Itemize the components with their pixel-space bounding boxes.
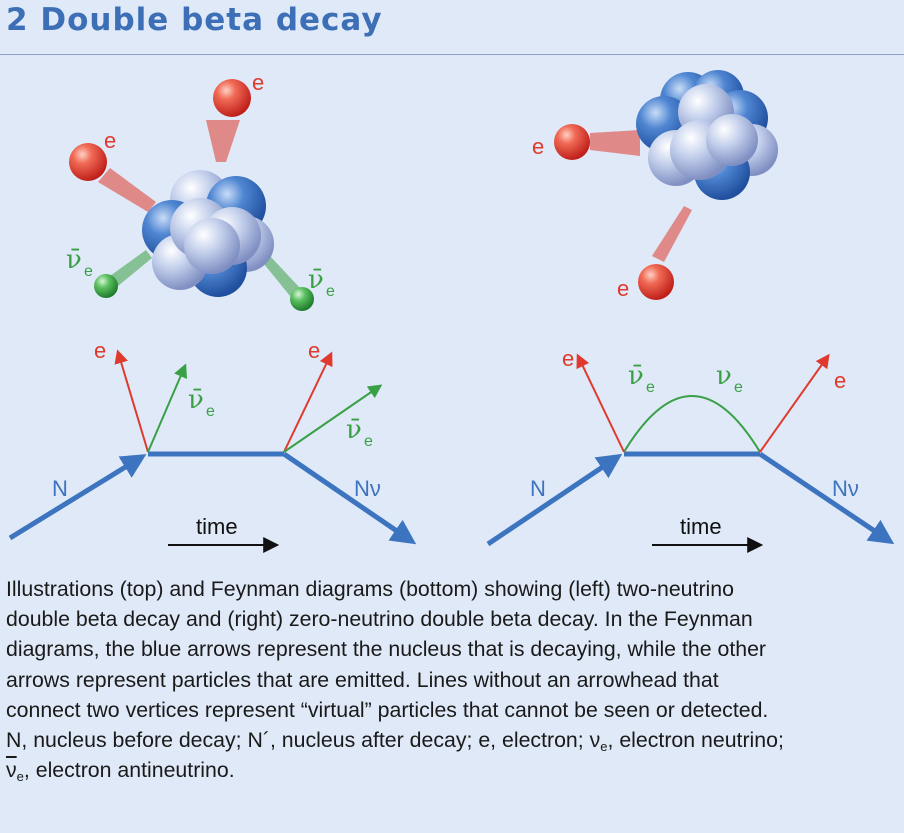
caption-subscript: e bbox=[16, 769, 24, 785]
antineutrino-subscript: e bbox=[206, 403, 215, 420]
neutrino-subscript: e bbox=[734, 379, 743, 396]
nucleus-out-label: Nν bbox=[832, 476, 859, 501]
caption-line: N, nucleus before decay; N´, nucleus aft… bbox=[6, 725, 901, 755]
nucleus-in-arrow bbox=[486, 453, 623, 547]
antineutrino-subscript: e bbox=[364, 433, 373, 450]
antineutrino-subscript: e bbox=[326, 283, 335, 300]
electron-label: e bbox=[562, 346, 574, 371]
time-label: time bbox=[680, 514, 722, 539]
antineutrino-arrow bbox=[147, 363, 188, 453]
electron-label: e bbox=[834, 368, 846, 393]
caption-text: , electron antineutrino. bbox=[23, 758, 235, 783]
nucleus-cluster-left bbox=[142, 170, 274, 297]
electron-label: e bbox=[617, 276, 629, 301]
nucleus-in-label: N bbox=[52, 476, 68, 501]
neutrino-trail-left bbox=[110, 250, 152, 286]
nucleus-in-label: N bbox=[530, 476, 546, 501]
header: 2 Double beta decay bbox=[0, 0, 904, 55]
caption-line: connect two vertices represent “virtual”… bbox=[6, 697, 769, 722]
caption-subscript: e bbox=[600, 739, 608, 755]
nucleus-out-label: Nν bbox=[354, 476, 381, 501]
electron-ball-bottom bbox=[638, 264, 674, 300]
antineutrino-label: ν̄ bbox=[188, 385, 204, 415]
electron-label: e bbox=[94, 338, 106, 363]
caption-line: diagrams, the blue arrows represent the … bbox=[6, 637, 767, 662]
caption-line: Illustrations (top) and Feynman diagrams… bbox=[6, 577, 734, 601]
antineutrino-arrow bbox=[283, 384, 383, 453]
electron-arrow bbox=[759, 353, 830, 453]
page-title: 2 Double beta decay bbox=[6, 2, 383, 38]
diagram-canvas: e e ν̄ e ν̄ e e e bbox=[8, 70, 895, 553]
time-label: time bbox=[196, 514, 238, 539]
electron-arrow bbox=[114, 349, 149, 453]
illustration-two-neutrino: e e ν̄ e ν̄ e bbox=[66, 70, 335, 311]
antineutrino-label: ν̄ bbox=[66, 245, 82, 275]
electron-label: e bbox=[308, 338, 320, 363]
caption-line: νe, electron antineutrino. bbox=[6, 755, 901, 785]
caption-text: N, nucleus before decay; N´, nucleus aft… bbox=[6, 728, 601, 753]
feynman-zero-neutrino: e e ν̄ e ν e N Nν time bbox=[486, 346, 895, 553]
electron-arrow bbox=[576, 353, 625, 453]
antineutrino-subscript: e bbox=[84, 263, 93, 280]
antineutrino-subscript: e bbox=[646, 379, 655, 396]
electron-trail-left bbox=[98, 168, 156, 212]
antineutrino-label: ν̄ bbox=[628, 361, 644, 391]
antineutrino-symbol: ν bbox=[6, 758, 17, 783]
neutrino-ball-right bbox=[290, 287, 314, 311]
antineutrino-label: ν̄ bbox=[308, 265, 324, 295]
neutrino-trail-right bbox=[264, 256, 300, 296]
electron-label: e bbox=[104, 128, 116, 153]
caption-line: double beta decay and (right) zero-neutr… bbox=[6, 607, 753, 632]
illustration-zero-neutrino: e e bbox=[532, 70, 778, 301]
electron-trail-bottom bbox=[652, 206, 692, 262]
nucleus-out-arrow bbox=[758, 451, 895, 545]
electron-ball-left bbox=[554, 124, 590, 160]
neutrino-ball-left bbox=[94, 274, 118, 298]
electron-ball-left bbox=[69, 143, 107, 181]
electron-trail-left bbox=[590, 130, 640, 156]
caption-line: arrows represent particles that are emit… bbox=[6, 667, 719, 692]
feynman-two-neutrino: e e ν̄ e ν̄ e N Nν time bbox=[8, 338, 417, 553]
antineutrino-label: ν̄ bbox=[346, 415, 362, 445]
electron-label: e bbox=[532, 134, 544, 159]
electron-ball-top bbox=[213, 79, 251, 117]
virtual-neutrino-arc bbox=[623, 395, 761, 453]
figure-caption: Illustrations (top) and Feynman diagrams… bbox=[6, 574, 901, 785]
nucleus-out-arrow bbox=[282, 451, 417, 545]
neutrino-label: ν bbox=[716, 361, 732, 391]
nucleus-cluster-right bbox=[636, 70, 778, 200]
caption-text: , electron neutrino; bbox=[607, 728, 784, 753]
electron-arrow bbox=[283, 351, 333, 453]
electron-label: e bbox=[252, 70, 264, 95]
nucleus-in-arrow bbox=[8, 454, 147, 541]
electron-trail-top bbox=[206, 120, 240, 162]
